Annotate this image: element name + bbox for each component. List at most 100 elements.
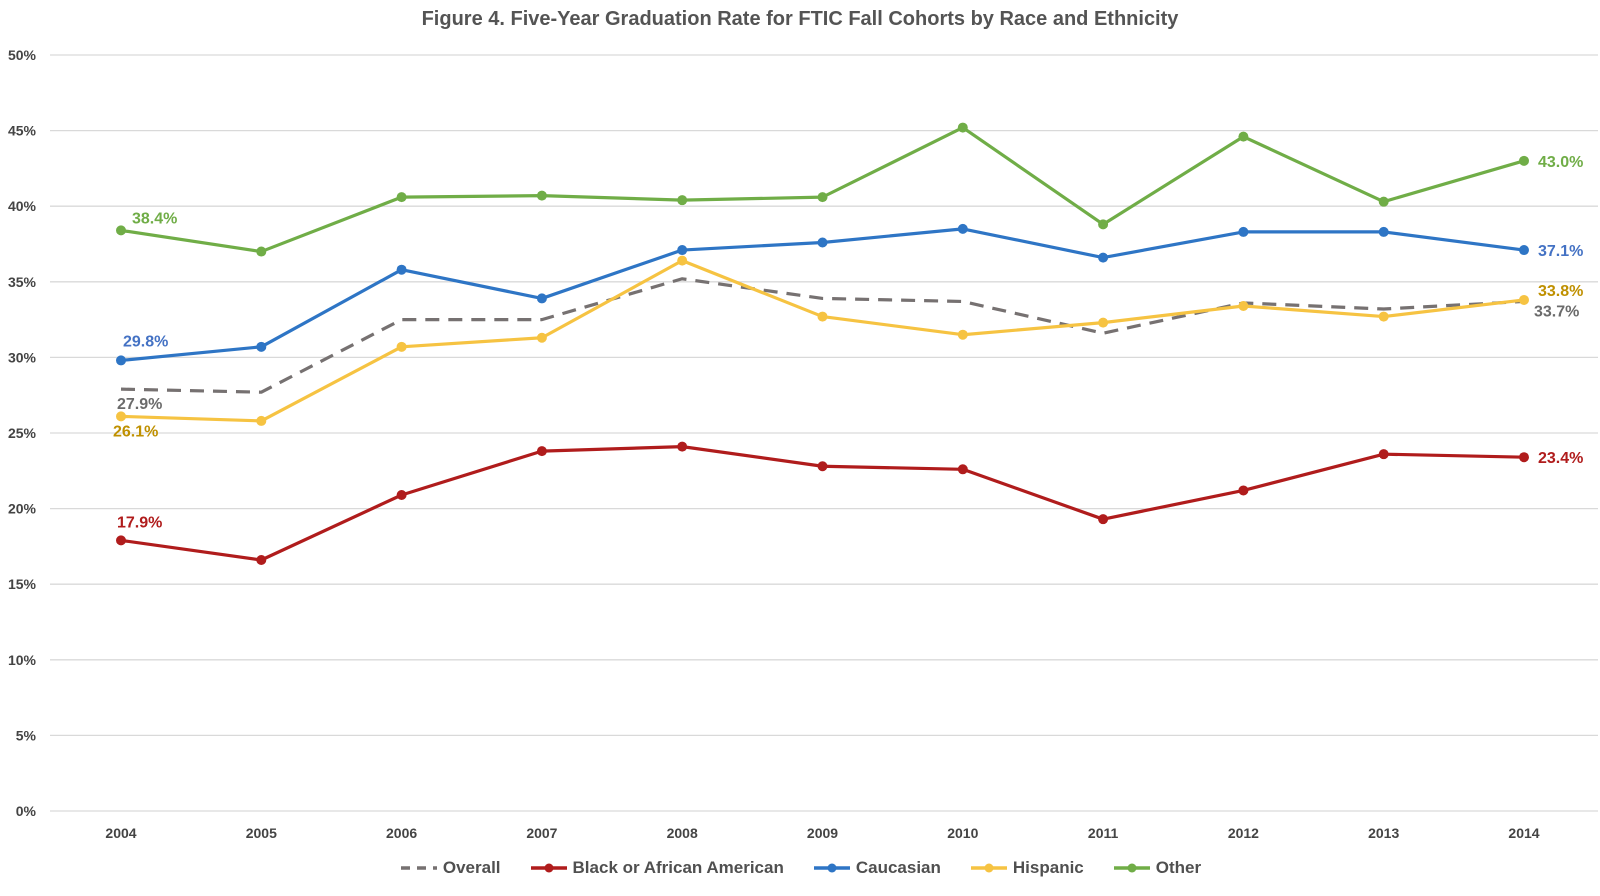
y-tick-label: 5% bbox=[16, 727, 37, 743]
data-point bbox=[957, 329, 968, 340]
series-line-overall bbox=[120, 277, 1525, 394]
y-tick-label: 20% bbox=[8, 501, 37, 517]
data-point bbox=[256, 341, 267, 352]
x-tick-label: 2009 bbox=[807, 825, 838, 841]
x-tick-label: 2006 bbox=[386, 825, 417, 841]
legend-swatch bbox=[970, 863, 1007, 873]
legend-item: Other bbox=[1112, 858, 1201, 878]
data-point bbox=[957, 223, 968, 234]
data-point bbox=[1238, 485, 1249, 496]
data-point bbox=[116, 411, 126, 422]
data-point bbox=[116, 535, 126, 546]
data-label: 17.9% bbox=[117, 514, 162, 531]
legend-swatch bbox=[400, 866, 437, 870]
gridlines bbox=[50, 54, 1598, 812]
y-tick-label: 30% bbox=[8, 349, 37, 365]
data-point bbox=[817, 311, 828, 322]
chart-title: Figure 4. Five-Year Graduation Rate for … bbox=[421, 8, 1179, 30]
legend-swatch bbox=[1113, 863, 1150, 873]
data-point bbox=[1238, 131, 1249, 142]
data-point bbox=[957, 464, 968, 475]
data-point bbox=[396, 192, 407, 203]
data-point bbox=[1378, 449, 1389, 460]
legend-swatch bbox=[530, 863, 567, 873]
data-label: 33.7% bbox=[1534, 303, 1579, 320]
y-tick-label: 15% bbox=[8, 576, 37, 592]
data-label: 29.8% bbox=[123, 333, 168, 350]
data-point bbox=[396, 341, 407, 352]
data-point bbox=[677, 255, 688, 266]
x-tick-label: 2008 bbox=[667, 825, 698, 841]
data-point bbox=[116, 355, 126, 366]
data-point bbox=[396, 264, 407, 275]
legend-label: Overall bbox=[442, 858, 501, 877]
x-tick-label: 2014 bbox=[1508, 825, 1539, 841]
legend-label: Hispanic bbox=[1012, 858, 1084, 877]
data-point bbox=[1098, 219, 1109, 230]
data-point bbox=[677, 245, 688, 256]
legend-swatch bbox=[813, 863, 850, 873]
x-tick-label: 2013 bbox=[1368, 825, 1399, 841]
data-point bbox=[536, 446, 547, 457]
y-tick-label: 40% bbox=[8, 198, 37, 214]
legend-item: Hispanic bbox=[969, 858, 1084, 878]
x-tick-label: 2004 bbox=[105, 825, 136, 841]
y-tick-label: 10% bbox=[8, 652, 37, 668]
data-point bbox=[396, 489, 407, 500]
y-tick-label: 35% bbox=[8, 274, 37, 290]
data-point bbox=[1098, 514, 1109, 525]
legend: Overall Black or African American Caucasia… bbox=[0, 858, 1600, 878]
x-tick-label: 2007 bbox=[526, 825, 557, 841]
series-line-hispanic bbox=[120, 259, 1525, 423]
legend-item: Black or African American bbox=[529, 858, 784, 878]
data-label: 23.4% bbox=[1538, 450, 1583, 467]
legend-label: Other bbox=[1155, 858, 1202, 877]
data-labels: 27.9% 33.7% 17.9% 23.4% 29.8% 37.1% 26.1% 33.8%… bbox=[113, 154, 1583, 532]
data-point bbox=[536, 293, 547, 304]
data-point bbox=[256, 415, 267, 426]
data-point bbox=[957, 122, 968, 133]
y-tick-label: 50% bbox=[8, 47, 37, 63]
data-point bbox=[116, 225, 126, 236]
data-point bbox=[1378, 196, 1389, 207]
legend-label: Black or African American bbox=[572, 858, 784, 877]
data-label: 43.0% bbox=[1538, 154, 1583, 171]
data-label: 26.1% bbox=[113, 423, 158, 440]
series-line-caucasian bbox=[120, 227, 1525, 363]
data-point bbox=[817, 237, 828, 248]
x-tick-label: 2010 bbox=[947, 825, 978, 841]
x-tick-label: 2012 bbox=[1228, 825, 1259, 841]
x-axis-ticks: 2004 2005 2006 2007 2008 2009 2010 2011 2012 2013… bbox=[105, 825, 1539, 841]
legend-item: Overall bbox=[399, 858, 501, 878]
legend-label: Caucasian bbox=[855, 858, 941, 877]
data-point bbox=[1098, 317, 1109, 328]
data-point bbox=[677, 195, 688, 206]
data-point bbox=[1519, 155, 1529, 166]
x-tick-label: 2011 bbox=[1088, 825, 1119, 841]
series-lines bbox=[116, 122, 1529, 566]
data-point bbox=[1378, 226, 1389, 237]
y-tick-label: 45% bbox=[8, 123, 37, 139]
data-label: 27.9% bbox=[117, 396, 162, 413]
data-point bbox=[817, 461, 828, 472]
data-point bbox=[1238, 300, 1249, 311]
data-point bbox=[677, 441, 688, 452]
data-label: 38.4% bbox=[132, 210, 177, 227]
data-point bbox=[1378, 311, 1389, 322]
y-axis-ticks: 0% 5% 10% 15% 20% 25% 30% 35% 40% 45% 50% bbox=[8, 47, 37, 819]
data-point bbox=[536, 332, 547, 343]
y-tick-label: 0% bbox=[16, 803, 37, 819]
x-tick-label: 2005 bbox=[246, 825, 277, 841]
data-point bbox=[817, 192, 828, 203]
data-point bbox=[1519, 294, 1529, 305]
data-point bbox=[256, 555, 267, 566]
data-label: 37.1% bbox=[1538, 243, 1583, 260]
data-point bbox=[1519, 245, 1529, 256]
data-point bbox=[1098, 252, 1109, 263]
data-point bbox=[536, 190, 547, 201]
data-point bbox=[1238, 226, 1249, 237]
y-tick-label: 25% bbox=[8, 425, 37, 441]
legend-item: Caucasian bbox=[812, 858, 941, 878]
data-point bbox=[1519, 452, 1529, 463]
